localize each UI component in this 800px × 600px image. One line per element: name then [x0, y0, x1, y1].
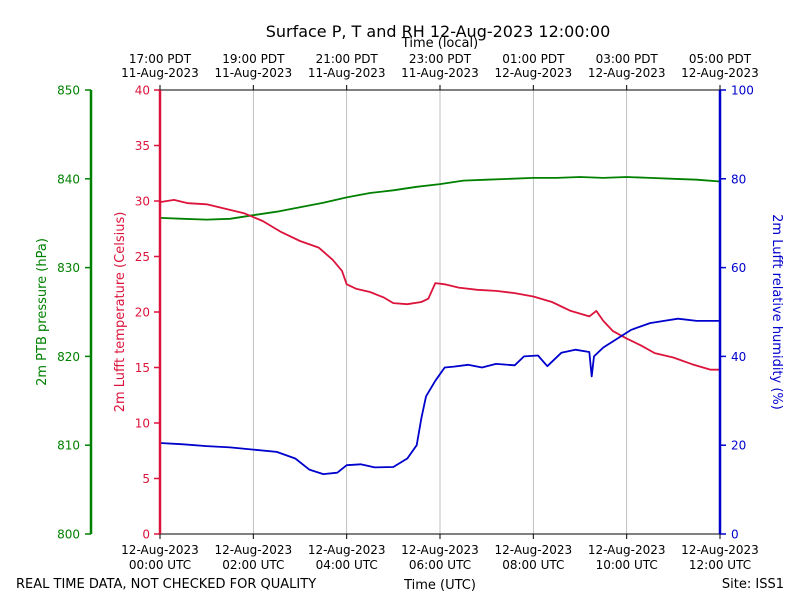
- humidity-tick-label: 0: [731, 528, 739, 542]
- bottom-tick-date: 12-Aug-2023: [681, 543, 759, 557]
- temperature-tick-label: 25: [135, 250, 150, 264]
- temperature-tick-label: 40: [135, 84, 150, 98]
- pressure-tick-label: 850: [57, 84, 80, 98]
- temperature-axis-label: 2m Lufft temperature (Celsius): [113, 212, 128, 413]
- bottom-tick-date: 12-Aug-2023: [588, 543, 666, 557]
- bottom-tick-time: 00:00 UTC: [129, 558, 191, 572]
- top-tick-time: 23:00 PDT: [409, 52, 472, 66]
- top-tick-time: 17:00 PDT: [129, 52, 192, 66]
- bottom-tick-time: 08:00 UTC: [502, 558, 564, 572]
- temperature-series-line: [159, 198, 720, 371]
- pressure-tick-label: 840: [57, 172, 80, 186]
- top-tick-date: 11-Aug-2023: [401, 66, 479, 80]
- temperature-tick-label: 5: [142, 472, 150, 486]
- top-tick-time: 21:00 PDT: [316, 52, 379, 66]
- bottom-tick-time: 10:00 UTC: [596, 558, 658, 572]
- bottom-tick-date: 12-Aug-2023: [308, 543, 386, 557]
- pressure-tick-label: 810: [57, 439, 80, 453]
- pressure-series-line: [159, 176, 721, 221]
- top-tick-date: 12-Aug-2023: [588, 66, 666, 80]
- top-tick-time: 01:00 PDT: [502, 52, 565, 66]
- temperature-tick-label: 10: [135, 417, 150, 431]
- bottom-tick-date: 12-Aug-2023: [495, 543, 573, 557]
- humidity-tick-label: 20: [731, 439, 746, 453]
- series-layer: [159, 176, 721, 476]
- humidity-tick-label: 60: [731, 261, 746, 275]
- top-tick-date: 11-Aug-2023: [215, 66, 293, 80]
- top-tick-date: 11-Aug-2023: [308, 66, 386, 80]
- footer-site: Site: ISS1: [722, 577, 784, 592]
- top-tick-time: 19:00 PDT: [222, 52, 285, 66]
- temperature-tick-label: 0: [142, 528, 150, 542]
- top-tick-date: 12-Aug-2023: [681, 66, 759, 80]
- vertical-gridlines: [252, 90, 628, 534]
- humidity-tick-label: 40: [731, 350, 746, 364]
- humidity-tick-label: 100: [731, 84, 754, 98]
- top-tick-date: 11-Aug-2023: [121, 66, 199, 80]
- humidity-series-line: [159, 317, 720, 476]
- pressure-tick-label: 800: [57, 528, 80, 542]
- humidity-axis-label: 2m Lufft relative humidity (%): [769, 214, 784, 410]
- ticks-layer: 800 810 820 830 840 850 0 5 10 15 20 25 30 35 40 0 20 40 6…: [57, 52, 759, 572]
- x-axis-label-bottom: Time (UTC): [403, 578, 476, 593]
- footer-quality-note: REAL TIME DATA, NOT CHECKED FOR QUALITY: [16, 577, 316, 592]
- bottom-tick-date: 12-Aug-2023: [121, 543, 199, 557]
- top-tick-time: 05:00 PDT: [689, 52, 752, 66]
- chart-title: Surface P, T and RH 12-Aug-2023 12:00:00: [266, 22, 611, 41]
- bottom-tick-date: 12-Aug-2023: [401, 543, 479, 557]
- bottom-tick-time: 02:00 UTC: [222, 558, 284, 572]
- x-axis-label-top: Time (local): [401, 36, 478, 51]
- bottom-tick-time: 04:00 UTC: [316, 558, 378, 572]
- humidity-tick-label: 80: [731, 172, 746, 186]
- temperature-tick-label: 20: [135, 306, 150, 320]
- bottom-tick-time: 12:00 UTC: [689, 558, 751, 572]
- temperature-tick-label: 35: [135, 139, 150, 153]
- pressure-tick-label: 820: [57, 350, 80, 364]
- axes-layer: [89, 89, 722, 535]
- bottom-tick-date: 12-Aug-2023: [215, 543, 293, 557]
- top-tick-date: 12-Aug-2023: [495, 66, 573, 80]
- temperature-tick-label: 30: [135, 195, 150, 209]
- pressure-tick-label: 830: [57, 261, 80, 275]
- top-tick-time: 03:00 PDT: [596, 52, 659, 66]
- bottom-tick-time: 06:00 UTC: [409, 558, 471, 572]
- temperature-tick-label: 15: [135, 361, 150, 375]
- pressure-axis-label: 2m PTB pressure (hPa): [35, 238, 50, 386]
